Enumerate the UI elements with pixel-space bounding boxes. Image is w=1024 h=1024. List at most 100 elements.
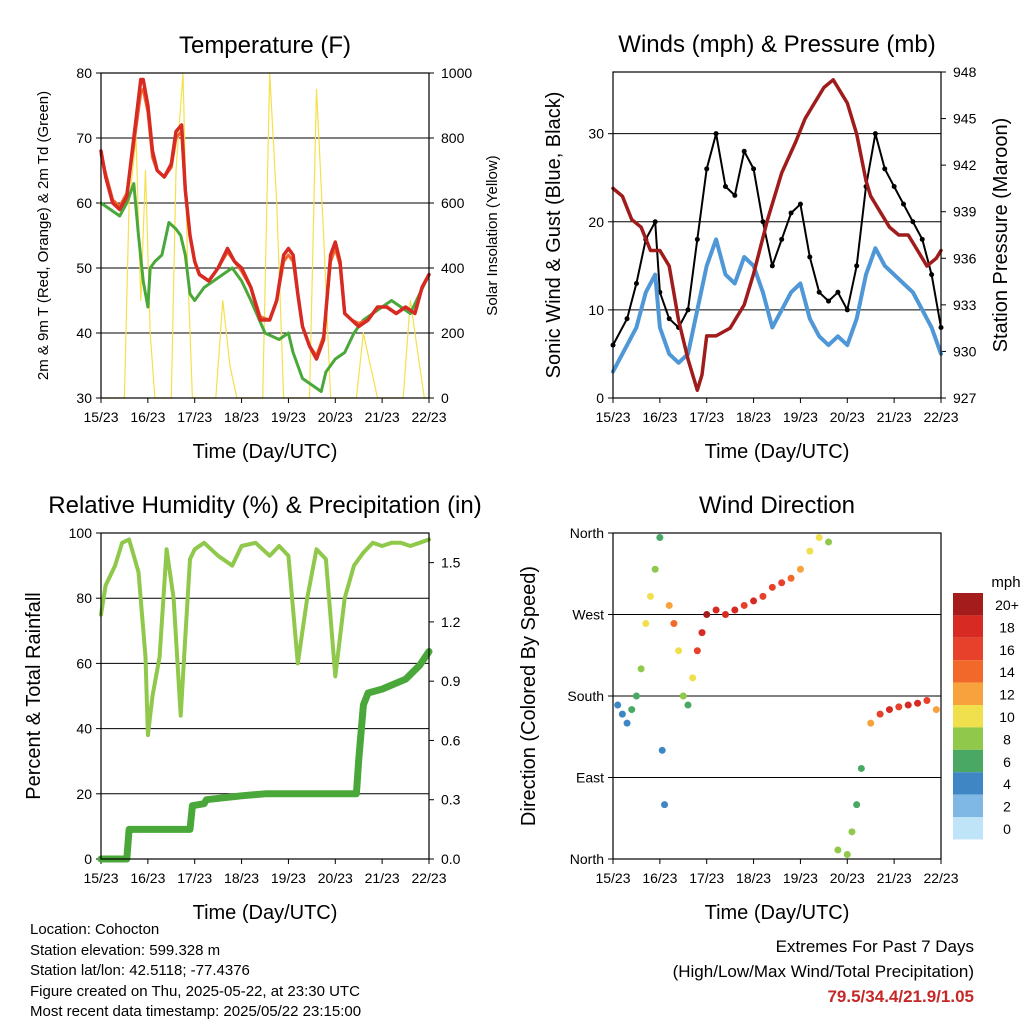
chart-title: Wind Direction <box>699 492 855 519</box>
gust-point <box>741 148 747 154</box>
temperature-panel: Temperature (F) Time (Day/UTC) 2m & 9m T (… <box>35 32 501 463</box>
y-tick-label: 10 <box>588 302 604 318</box>
x-axis-label: Time (Day/UTC) <box>705 902 850 924</box>
direction-point <box>825 538 833 546</box>
gust-point <box>891 184 897 190</box>
pressure-line <box>611 78 943 392</box>
y-tick-label: 80 <box>76 65 92 81</box>
y2-tick-label: 1.5 <box>441 555 461 571</box>
created-text: Figure created on Thu, 2025-05-22, at 23… <box>30 982 360 1000</box>
legend-label: 10 <box>999 709 1015 725</box>
extremes-values: 79.5/34.4/21.9/1.05 <box>827 987 974 1006</box>
gust-point <box>788 210 794 216</box>
direction-point <box>628 706 636 714</box>
gust-point <box>760 219 766 225</box>
y2-tick-label: 0.9 <box>441 673 461 689</box>
chart-title: Temperature (F) <box>179 32 351 59</box>
x-axis-label: Time (Day/UTC) <box>193 441 338 463</box>
x-tick-label: 22/23 <box>923 870 958 886</box>
direction-point <box>675 647 683 655</box>
direction-point <box>632 692 640 700</box>
x-tick-label: 20/23 <box>830 870 865 886</box>
x-tick-label: 20/23 <box>318 409 353 425</box>
direction-point <box>787 574 795 582</box>
x-tick-label: 22/23 <box>923 409 958 425</box>
gust-point <box>826 298 832 304</box>
direction-point <box>646 592 654 600</box>
direction-point <box>895 703 903 711</box>
x-tick-label: 18/23 <box>736 409 771 425</box>
gust-point <box>919 236 925 242</box>
x-tick-label: 18/23 <box>224 409 259 425</box>
direction-point <box>796 565 804 573</box>
x-tick-label: 16/23 <box>130 409 165 425</box>
legend-label: 0 <box>1003 821 1011 837</box>
y-tick-label: 20 <box>76 786 92 802</box>
direction-point <box>689 674 697 682</box>
legend-swatch <box>953 727 983 750</box>
x-tick-label: 15/23 <box>83 409 118 425</box>
y2-tick-label: 0.3 <box>441 792 461 808</box>
x-tick-label: 18/23 <box>736 870 771 886</box>
y-tick-label: 60 <box>76 195 92 211</box>
x-tick-label: 15/23 <box>83 870 118 886</box>
direction-point <box>618 710 626 718</box>
y2-axis-label: Solar Insolation (Yellow) <box>484 155 501 315</box>
x-tick-label: 20/23 <box>830 409 865 425</box>
precip-line <box>97 648 433 863</box>
direction-point <box>885 706 893 714</box>
legend-label: 12 <box>999 687 1015 703</box>
direction-point <box>670 620 678 628</box>
x-axis-label: Time (Day/UTC) <box>705 441 850 463</box>
x-tick-label: 17/23 <box>689 870 724 886</box>
legend-swatch <box>953 615 983 638</box>
plot-border <box>612 532 942 860</box>
wind-line <box>611 237 943 374</box>
y2-tick-label: 0.6 <box>441 732 461 748</box>
location-text: Location: Cohocton <box>30 921 160 938</box>
gust-line <box>612 132 942 347</box>
direction-point <box>693 647 701 655</box>
y2-tick-label: 936 <box>953 250 977 266</box>
gust-point <box>685 307 691 313</box>
latlon-text: Station lat/lon: 42.5118; -77.4376 <box>30 962 250 979</box>
y-tick-label: 40 <box>76 721 92 737</box>
legend-swatch <box>953 705 983 728</box>
direction-point <box>923 697 931 705</box>
humidity-precip-panel: Relative Humidity (%) & Precipitation (i… <box>23 492 482 924</box>
y-tick-label: 50 <box>76 260 92 276</box>
x-tick-label: 16/23 <box>642 870 677 886</box>
y-tick-label: 80 <box>76 590 92 606</box>
legend-label: 14 <box>999 664 1015 680</box>
direction-point <box>703 611 711 618</box>
direction-point <box>656 534 664 542</box>
y2-tick-label: 945 <box>953 111 977 127</box>
y-axis-label: Sonic Wind & Gust (Blue, Black) <box>543 92 565 379</box>
direction-point <box>658 746 666 754</box>
x-axis-label: Time (Day/UTC) <box>193 902 338 924</box>
direction-point <box>843 850 851 858</box>
x-tick-label: 22/23 <box>411 409 446 425</box>
direction-point <box>768 583 776 591</box>
direction-point <box>684 701 692 709</box>
gust-point <box>732 192 738 198</box>
gust-point <box>694 236 700 242</box>
direction-point <box>665 601 673 609</box>
x-tick-label: 21/23 <box>877 870 912 886</box>
legend-label: 18 <box>999 619 1015 635</box>
direction-point <box>806 547 814 555</box>
rh-line <box>99 537 431 738</box>
x-tick-label: 19/23 <box>783 870 818 886</box>
legend-label: 2 <box>1003 799 1011 815</box>
y-tick-label: 30 <box>588 126 604 142</box>
direction-point <box>642 620 650 628</box>
gust-point <box>844 307 850 313</box>
legend-swatch <box>953 794 983 817</box>
direction-point <box>721 611 729 618</box>
y2-tick-label: 200 <box>441 325 465 341</box>
direction-point <box>623 719 631 727</box>
y2-axis-label: Station Pressure (Maroon) <box>990 118 1012 353</box>
legend-swatch <box>953 817 983 840</box>
y2-tick-label: 939 <box>953 204 977 220</box>
y-axis-label: 2m & 9m T (Red, Orange) & 2m Td (Green) <box>35 91 52 380</box>
